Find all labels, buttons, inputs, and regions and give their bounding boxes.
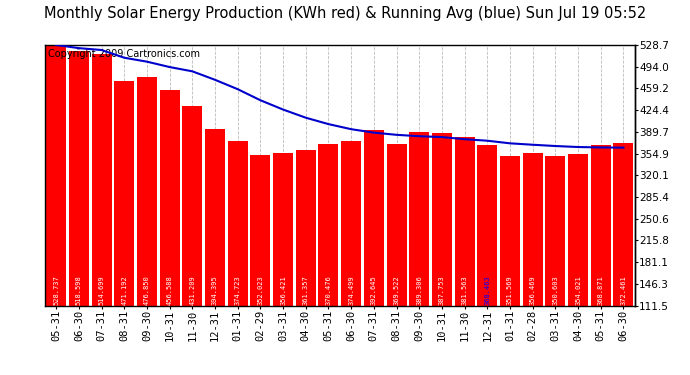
Text: 456.588: 456.588 [167,275,172,305]
Bar [205,129,225,306]
Bar [455,137,475,306]
Bar [159,90,179,306]
Text: 361.357: 361.357 [303,275,309,305]
Bar [591,145,611,306]
Bar [568,154,588,306]
Bar [409,132,429,306]
Text: 354.021: 354.021 [575,275,581,305]
Text: 389.306: 389.306 [416,275,422,305]
Bar [432,133,452,306]
Text: 431.209: 431.209 [189,275,195,305]
Text: 350.603: 350.603 [553,275,558,305]
Bar [545,156,565,306]
Text: 471.192: 471.192 [121,275,127,305]
Text: 528.737: 528.737 [53,275,59,305]
Text: 381.563: 381.563 [462,275,468,305]
Text: 370.476: 370.476 [326,275,331,305]
Bar [69,51,89,306]
Text: 374.723: 374.723 [235,275,241,305]
Text: 369.522: 369.522 [393,275,400,305]
Text: 476.850: 476.850 [144,275,150,305]
Text: 356.469: 356.469 [530,275,535,305]
Bar [500,156,520,306]
Bar [386,144,406,306]
Text: Monthly Solar Energy Production (KWh red) & Running Avg (blue) Sun Jul 19 05:52: Monthly Solar Energy Production (KWh red… [44,6,646,21]
Text: 368.871: 368.871 [598,275,604,305]
Text: 352.023: 352.023 [257,275,264,305]
Text: 372.461: 372.461 [620,275,627,305]
Bar [92,54,112,306]
Bar [319,144,339,306]
Bar [182,106,202,306]
Text: 351.569: 351.569 [507,275,513,305]
Bar [273,153,293,306]
Bar [341,141,361,306]
Bar [477,145,497,306]
Bar [250,155,270,306]
Text: 374.499: 374.499 [348,275,354,305]
Text: 368.463: 368.463 [484,275,491,305]
Bar [137,77,157,306]
Bar [523,153,542,306]
Text: 392.645: 392.645 [371,275,377,305]
Bar [364,130,384,306]
Text: 518.598: 518.598 [76,275,82,305]
Text: 356.421: 356.421 [280,275,286,305]
Bar [296,150,316,306]
Bar [613,142,633,306]
Text: 387.753: 387.753 [439,275,445,305]
Text: 394.395: 394.395 [212,275,218,305]
Text: Copyright 2009 Cartronics.com: Copyright 2009 Cartronics.com [48,49,200,59]
Bar [46,45,66,306]
Text: 514.699: 514.699 [99,275,105,305]
Bar [228,141,248,306]
Bar [115,81,135,306]
